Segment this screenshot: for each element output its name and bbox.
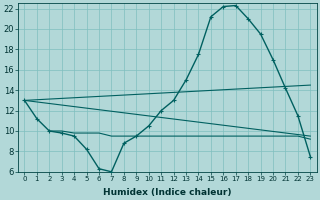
X-axis label: Humidex (Indice chaleur): Humidex (Indice chaleur) [103,188,232,197]
